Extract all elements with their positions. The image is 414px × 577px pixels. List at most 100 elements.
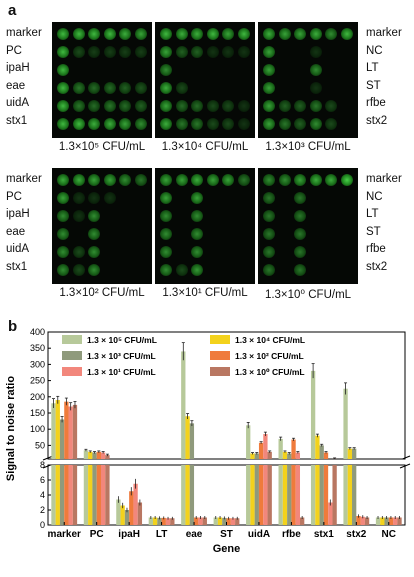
spot [191, 228, 203, 240]
bar [222, 517, 227, 525]
spot [263, 192, 275, 204]
spot [57, 246, 69, 258]
left-label-lower-4: uidA [6, 243, 30, 255]
bar [152, 517, 158, 525]
bar [165, 518, 171, 525]
spot [222, 100, 234, 112]
spot [175, 174, 188, 186]
bar [258, 465, 264, 525]
axis-break-left-2 [42, 463, 54, 469]
spot [88, 210, 100, 222]
spot [309, 64, 322, 76]
spot [325, 118, 337, 130]
spot [175, 46, 188, 58]
blot-5 [258, 168, 358, 284]
spot [294, 228, 306, 240]
spot [160, 28, 172, 40]
spot [278, 100, 291, 112]
spot [160, 192, 172, 204]
spot [88, 28, 100, 40]
bar [287, 465, 292, 525]
bar [356, 516, 361, 525]
bar [133, 483, 138, 525]
spot [294, 264, 306, 276]
bar [120, 505, 125, 525]
right-label-5: stx2 [366, 114, 388, 127]
bar [181, 351, 186, 459]
bar [282, 451, 288, 459]
spot [237, 46, 250, 58]
bar [157, 517, 162, 525]
spot [88, 100, 100, 112]
bar [92, 452, 97, 459]
bar [267, 465, 272, 525]
spot [294, 246, 306, 258]
y-tick-label: 50 [35, 440, 45, 450]
bar [194, 517, 199, 525]
x-tick-label: ST [220, 529, 233, 540]
blot-0 [52, 22, 152, 138]
spot [160, 210, 172, 222]
right-label-3: ST [366, 79, 381, 92]
spot [134, 28, 147, 40]
bar [315, 465, 320, 525]
spot [160, 174, 172, 186]
bar [287, 453, 292, 459]
blot-4 [155, 168, 255, 284]
legend-swatch [62, 335, 82, 344]
bar [388, 517, 394, 525]
right-label-1: NC [366, 44, 383, 57]
spot [309, 174, 322, 186]
bar [380, 517, 385, 525]
spot [325, 174, 337, 186]
bar [198, 517, 203, 525]
spot [134, 82, 147, 94]
bar [300, 517, 305, 525]
spot [57, 28, 69, 40]
bar [323, 452, 329, 459]
bar [250, 453, 255, 459]
bar [137, 502, 143, 525]
left-label-2: ipaH [6, 62, 30, 74]
spot [206, 100, 219, 112]
spot [191, 246, 203, 258]
spot [57, 46, 69, 58]
bar [254, 465, 259, 525]
spot [175, 82, 188, 94]
y-tick-label: 100 [30, 424, 45, 434]
spot [160, 82, 172, 94]
blot-caption-0: 1.3×10⁵ CFU/mL [58, 141, 146, 153]
left-label-0: marker [6, 27, 42, 39]
bar [170, 518, 175, 525]
y-axis-label: Signal to noise ratio [5, 376, 17, 481]
bar [347, 465, 353, 525]
bar [347, 448, 353, 459]
spot [222, 118, 234, 130]
bar [246, 465, 251, 525]
spot [294, 210, 306, 222]
bar [246, 425, 251, 459]
left-label-1: PC [6, 44, 22, 57]
right-label-2: LT [366, 62, 379, 74]
spot [175, 118, 188, 130]
bar [263, 465, 268, 525]
spot [72, 82, 85, 94]
signal-to-noise-chart: 50 100 150 200 250 300 350 400 0 2 4 6 8 Signal to no… [5, 327, 411, 555]
bar [267, 451, 272, 459]
bar [72, 465, 78, 525]
left-label-3: eae [6, 79, 26, 92]
bar [185, 416, 190, 459]
spot [325, 100, 337, 112]
spot [134, 100, 147, 112]
left-label-5: stx1 [6, 114, 28, 127]
legend-label: 1.3 × 10⁴ CFU/mL [235, 335, 305, 345]
legend-swatch [210, 335, 230, 344]
spot [191, 174, 203, 186]
spot [340, 174, 353, 186]
spot [57, 100, 69, 112]
blot-1 [155, 22, 255, 138]
legend-label: 1.3 × 10¹ CFU/mL [87, 367, 156, 377]
legend-label: 1.3 × 10³ CFU/mL [87, 351, 156, 361]
bar [51, 465, 56, 525]
spot [57, 228, 69, 240]
